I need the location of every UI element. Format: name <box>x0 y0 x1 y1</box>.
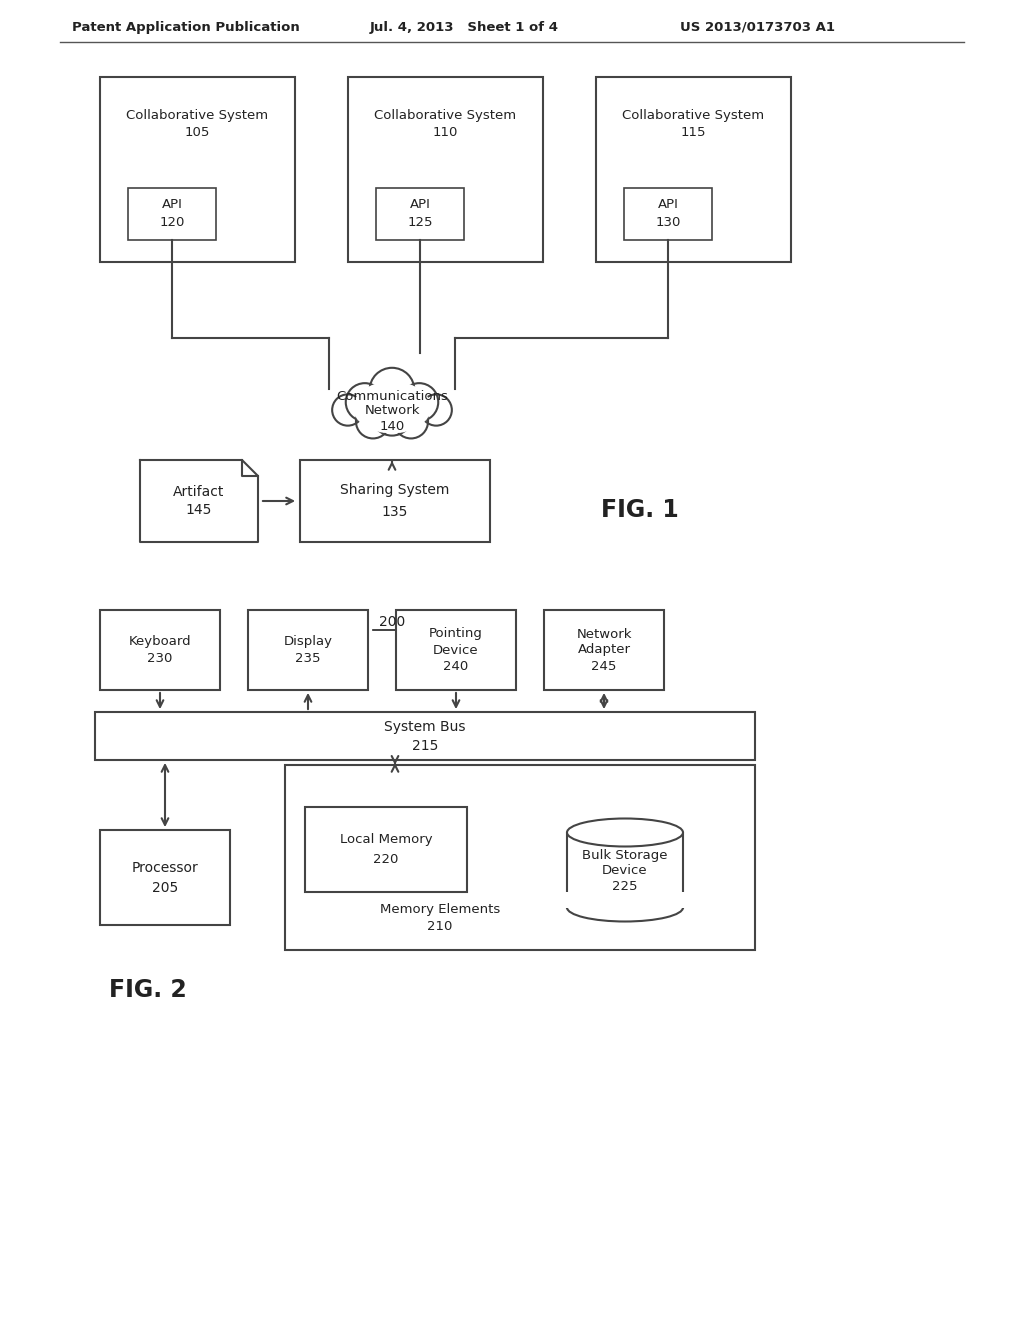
Ellipse shape <box>353 381 431 433</box>
Ellipse shape <box>324 366 460 449</box>
Text: 140: 140 <box>379 420 404 433</box>
Text: 205: 205 <box>152 880 178 895</box>
Bar <box>100 77 295 261</box>
Text: Memory Elements: Memory Elements <box>380 903 500 916</box>
Circle shape <box>332 395 364 425</box>
Text: Network: Network <box>577 627 632 640</box>
Bar <box>396 610 516 690</box>
Circle shape <box>346 383 384 421</box>
Bar <box>567 833 683 908</box>
Polygon shape <box>140 459 258 543</box>
Text: 215: 215 <box>412 739 438 752</box>
Text: Jul. 4, 2013   Sheet 1 of 4: Jul. 4, 2013 Sheet 1 of 4 <box>370 21 559 33</box>
Text: 105: 105 <box>184 127 210 140</box>
Text: 120: 120 <box>160 216 184 230</box>
Bar <box>300 459 490 543</box>
Bar <box>305 807 467 892</box>
Text: 230: 230 <box>147 652 173 665</box>
Ellipse shape <box>567 818 683 846</box>
Circle shape <box>372 395 413 436</box>
Text: System Bus: System Bus <box>384 719 466 734</box>
Text: Network: Network <box>365 404 420 417</box>
Bar <box>348 77 543 261</box>
Bar <box>95 711 755 760</box>
Text: 115: 115 <box>681 127 707 140</box>
Circle shape <box>356 404 390 438</box>
Text: 200: 200 <box>379 615 406 630</box>
Text: 245: 245 <box>591 660 616 672</box>
Text: Device: Device <box>433 644 479 656</box>
Circle shape <box>370 368 415 413</box>
Text: Adapter: Adapter <box>578 644 631 656</box>
Text: Display: Display <box>284 635 333 648</box>
Bar <box>376 187 464 240</box>
Text: Bulk Storage: Bulk Storage <box>583 850 668 862</box>
Bar <box>100 830 230 925</box>
Text: 145: 145 <box>185 503 212 517</box>
Text: 235: 235 <box>295 652 321 665</box>
Text: Patent Application Publication: Patent Application Publication <box>72 21 300 33</box>
Bar <box>624 187 712 240</box>
Text: Collaborative System: Collaborative System <box>126 108 268 121</box>
Text: Local Memory: Local Memory <box>340 833 432 846</box>
Bar <box>128 187 216 240</box>
Bar <box>544 610 664 690</box>
Text: Processor: Processor <box>132 861 199 874</box>
Text: Communications: Communications <box>336 389 447 403</box>
Text: FIG. 2: FIG. 2 <box>110 978 186 1002</box>
Text: 225: 225 <box>612 879 638 892</box>
Text: API: API <box>657 198 679 211</box>
Text: US 2013/0173703 A1: US 2013/0173703 A1 <box>680 21 835 33</box>
Text: 110: 110 <box>433 127 458 140</box>
Text: Collaborative System: Collaborative System <box>623 108 765 121</box>
Text: Sharing System: Sharing System <box>340 483 450 498</box>
Text: 240: 240 <box>443 660 469 672</box>
Text: Artifact: Artifact <box>173 484 224 499</box>
Text: 220: 220 <box>374 853 398 866</box>
Bar <box>596 77 791 261</box>
Text: 210: 210 <box>427 920 453 933</box>
Text: 125: 125 <box>408 216 433 230</box>
Ellipse shape <box>567 894 683 921</box>
Text: Pointing: Pointing <box>429 627 483 640</box>
Circle shape <box>421 395 452 425</box>
Text: API: API <box>410 198 430 211</box>
Text: FIG. 1: FIG. 1 <box>601 498 679 521</box>
Text: Collaborative System: Collaborative System <box>375 108 516 121</box>
Circle shape <box>400 383 438 421</box>
Text: 135: 135 <box>382 506 409 519</box>
Bar <box>285 766 755 950</box>
Text: Keyboard: Keyboard <box>129 635 191 648</box>
Text: Device: Device <box>602 865 648 878</box>
Bar <box>100 610 220 690</box>
Circle shape <box>394 404 428 438</box>
Text: API: API <box>162 198 182 211</box>
Text: 130: 130 <box>655 216 681 230</box>
Bar <box>248 610 368 690</box>
Bar <box>565 891 685 908</box>
